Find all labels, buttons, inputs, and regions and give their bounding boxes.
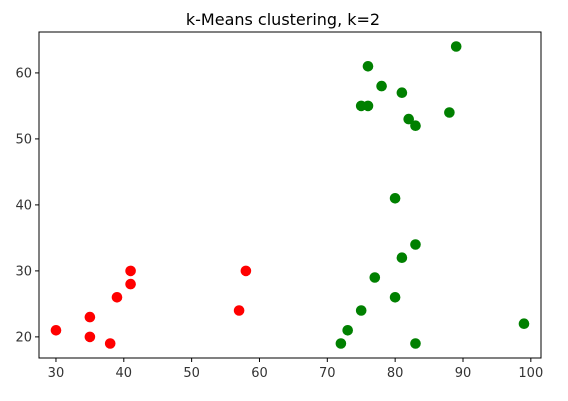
data-point-cluster-2 <box>396 87 408 98</box>
x-tick-label: 30 <box>48 366 65 381</box>
y-tick-label: 50 <box>15 132 32 147</box>
x-tick-label: 40 <box>116 366 133 381</box>
x-tick-label: 80 <box>387 366 404 381</box>
data-point-cluster-2 <box>518 318 530 330</box>
data-point-cluster-2 <box>444 107 455 118</box>
data-point-cluster-2 <box>389 193 401 204</box>
data-point-cluster-1 <box>233 305 245 316</box>
data-point-cluster-2 <box>403 113 415 125</box>
data-point-cluster-1 <box>240 265 252 277</box>
data-point-cluster-2 <box>342 325 354 336</box>
x-tick-label: 100 <box>518 366 543 381</box>
plot-area-frame <box>38 31 542 359</box>
data-point-cluster-2 <box>369 272 381 283</box>
data-point-cluster-1 <box>84 331 96 343</box>
data-point-cluster-2 <box>389 292 401 303</box>
data-point-cluster-2 <box>376 80 387 92</box>
chart-title: k-Means clustering, k=2 <box>186 10 380 29</box>
data-points <box>50 41 530 349</box>
data-point-cluster-1 <box>50 325 62 336</box>
data-point-cluster-2 <box>335 338 347 349</box>
x-tick-label: 50 <box>183 366 200 381</box>
x-tick-label: 90 <box>455 366 472 381</box>
data-point-cluster-2 <box>410 120 421 131</box>
x-tick-label: 70 <box>319 366 336 381</box>
data-point-cluster-2 <box>362 100 374 112</box>
data-point-cluster-1 <box>84 311 96 323</box>
data-point-cluster-2 <box>362 61 374 72</box>
data-point-cluster-1 <box>104 338 116 349</box>
y-tick-label: 20 <box>15 330 32 345</box>
data-point-cluster-2 <box>450 41 462 52</box>
data-point-cluster-2 <box>396 252 408 263</box>
x-axis-ticks: 30 40 50 60 70 80 90 100 <box>48 358 543 381</box>
data-point-cluster-1 <box>125 278 136 290</box>
y-axis-ticks: 20 30 40 50 60 <box>15 66 39 345</box>
data-point-cluster-2 <box>410 239 421 250</box>
data-point-cluster-2 <box>355 305 367 316</box>
y-tick-label: 60 <box>15 66 32 81</box>
data-point-cluster-2 <box>410 338 421 349</box>
data-point-cluster-1 <box>125 265 136 277</box>
data-point-cluster-1 <box>111 292 123 303</box>
y-tick-label: 30 <box>15 264 32 279</box>
y-tick-label: 40 <box>15 198 32 213</box>
x-tick-label: 60 <box>251 366 268 381</box>
